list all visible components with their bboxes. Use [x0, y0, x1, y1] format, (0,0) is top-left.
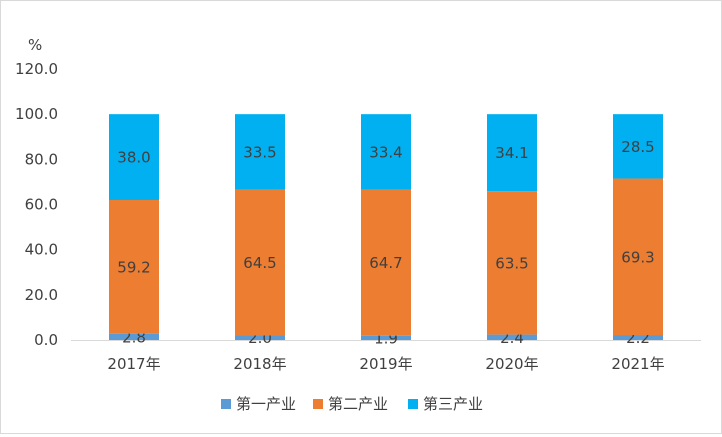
y-axis-unit-label: % [28, 36, 42, 54]
x-tick-label: 2018年 [233, 355, 286, 373]
x-tick-label: 2021年 [611, 355, 664, 373]
legend-label: 第三产业 [423, 395, 483, 413]
x-axis-labels: 2017年 2018年 2019年 2020年 2021年 [107, 355, 664, 373]
bar-segment [109, 199, 159, 334]
bar-value-label: 63.5 [495, 254, 528, 272]
bar-segment [109, 333, 159, 340]
legend-swatch [313, 399, 323, 409]
bar-value-label: 64.5 [243, 254, 276, 272]
bar-segment [235, 114, 285, 190]
bar-segment [613, 335, 663, 340]
legend-label: 第一产业 [236, 395, 296, 413]
bar-value-label: 38.0 [117, 149, 150, 167]
x-tick-label: 2020年 [485, 355, 538, 373]
bar-segment [613, 178, 663, 336]
bar-segment [361, 335, 411, 340]
bar-value-label: 34.1 [495, 144, 528, 162]
y-tick-label: 20.0 [25, 286, 58, 304]
bar-segment [487, 191, 537, 335]
bar-segment [235, 335, 285, 340]
y-tick-label: 60.0 [25, 196, 58, 214]
bar-value-label: 69.3 [621, 248, 654, 266]
y-tick-label: 80.0 [25, 150, 58, 168]
legend-swatch [221, 399, 231, 409]
y-tick-label: 120.0 [15, 60, 58, 78]
bar-segment [109, 114, 159, 200]
bar-segment [487, 334, 537, 340]
bars-group: 2.859.238.02.064.533.51.964.733.42.463.5… [109, 114, 663, 347]
y-tick-label: 100.0 [15, 105, 58, 123]
y-tick-label: 40.0 [25, 241, 58, 259]
y-axis-ticks: 0.0 20.0 40.0 60.0 80.0 100.0 120.0 [15, 60, 58, 349]
x-tick-label: 2017年 [107, 355, 160, 373]
bar-segment [235, 189, 285, 336]
bar-segment [361, 114, 411, 190]
bar-value-label: 64.7 [369, 254, 402, 272]
x-tick-label: 2019年 [359, 355, 412, 373]
legend-swatch [408, 399, 418, 409]
bar-value-label: 33.5 [243, 143, 276, 161]
bar-segment [613, 114, 663, 179]
y-tick-label: 0.0 [34, 331, 58, 349]
bar-segment [487, 114, 537, 192]
legend-label: 第二产业 [328, 395, 388, 413]
bar-value-label: 59.2 [117, 258, 150, 276]
bar-value-label: 33.4 [369, 143, 402, 161]
bar-segment [361, 189, 411, 336]
legend: 第一产业 第二产业 第三产业 [221, 395, 483, 413]
bar-value-label: 28.5 [621, 138, 654, 156]
